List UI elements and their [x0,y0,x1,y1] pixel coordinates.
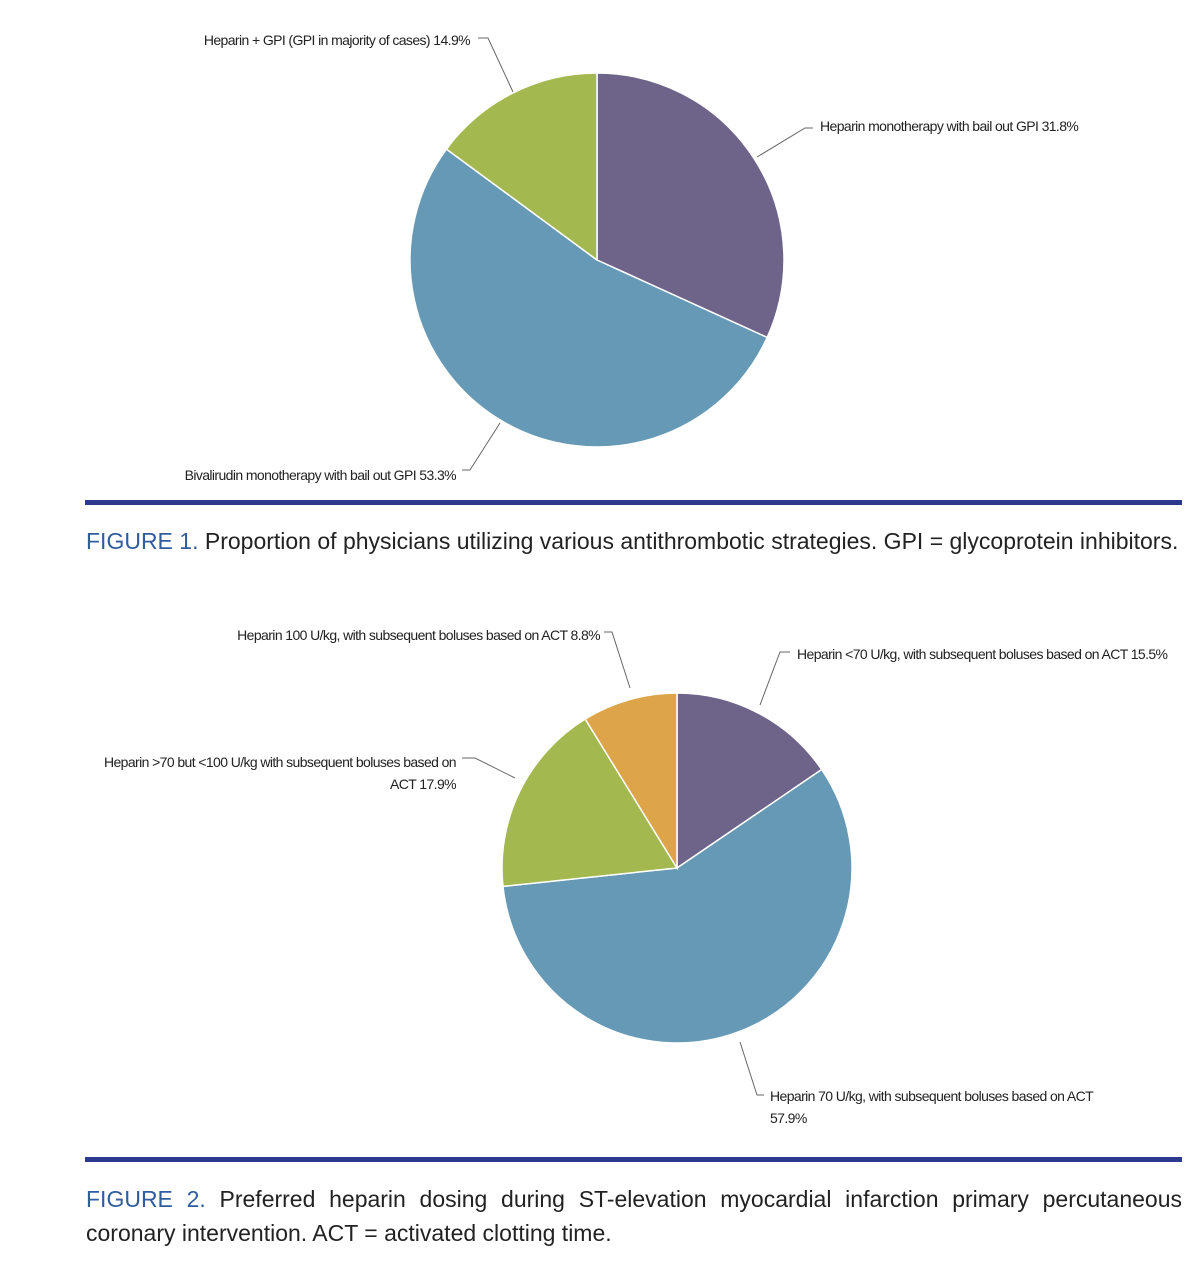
pie-slice [584,692,678,871]
leader-line [739,1041,764,1096]
slice-label: Heparin monotherapy with bail out GPI 31… [820,115,1180,137]
value-label: 57.9% [770,1110,807,1126]
pie-slice [596,72,785,339]
slice-label: Heparin <70 U/kg, with subsequent boluse… [797,643,1169,665]
leader-line [462,422,501,471]
category-label: Heparin 70 U/kg, with subsequent boluses… [770,1088,1093,1104]
pie-slice [502,768,853,1044]
category-label: Heparin >70 but <100 U/kg with subsequen… [103,754,457,792]
value-label: 15.5% [1130,646,1168,662]
leader-line [604,631,631,689]
category-label: Bivalirudin monotherapy with bail out GP… [184,467,417,483]
value-label: 17.9% [419,776,456,792]
rule [85,1157,1182,1162]
caption-text: Proportion of physicians utilizing vario… [204,528,1179,554]
slice-label: Bivalirudin monotherapy with bail out GP… [60,464,457,486]
value-label: 53.3% [419,467,456,483]
leader-line [759,651,790,706]
figure-label: FIGURE 2. [86,1186,206,1212]
value-label: 8.8% [570,627,600,643]
leader-line [756,127,813,158]
pie-slice [676,692,823,870]
category-label: Heparin monotherapy with bail out GPI [820,118,1039,134]
pie-slice [501,717,679,888]
category-label: Heparin 100 U/kg, with subsequent boluse… [237,627,568,643]
slice-label: Heparin + GPI (GPI in majority of cases)… [80,29,471,51]
pie-slice [409,148,769,448]
value-label: 14.9% [433,32,470,48]
leader-line [478,37,514,93]
slice-label: Heparin 100 U/kg, with subsequent boluse… [228,624,600,646]
category-label: Heparin <70 U/kg, with subsequent boluse… [797,646,1128,662]
caption-text: Preferred heparin dosing during ST-eleva… [86,1186,1182,1246]
leader-line [462,757,516,779]
slice-label: Heparin >70 but <100 U/kg with subsequen… [90,751,457,795]
pie-slice [445,72,598,262]
value-label: 31.8% [1041,118,1079,134]
category-label: Heparin + GPI (GPI in majority of cases) [203,32,431,48]
figure-label: FIGURE 1. [86,528,199,554]
caption: FIGURE 2. Preferred heparin dosing durin… [86,1182,1182,1250]
slice-label: Heparin 70 U/kg, with subsequent boluses… [770,1085,1130,1129]
caption: FIGURE 1. Proportion of physicians utili… [86,524,1182,558]
rule [85,500,1182,505]
